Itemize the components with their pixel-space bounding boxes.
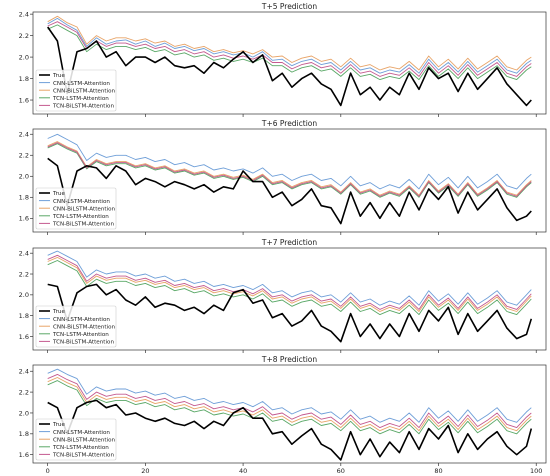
legend-box bbox=[35, 69, 117, 112]
legend-label: TCN-LSTM-Attention bbox=[52, 214, 109, 220]
legend-label: TCN-LSTM-Attention bbox=[52, 96, 109, 102]
axes-frame bbox=[32, 11, 547, 115]
y-tick-label: 2.0 bbox=[19, 409, 29, 417]
y-tick-label: 1.6 bbox=[19, 451, 29, 459]
series-line-cnn-lstm-attention bbox=[47, 17, 532, 74]
panel-title: T+7 Prediction bbox=[261, 238, 318, 247]
series-line-tcn-bilstm-attention bbox=[47, 21, 532, 77]
series-line-true bbox=[47, 26, 532, 107]
x-tick-label: 0 bbox=[46, 467, 50, 475]
axes-frame bbox=[32, 364, 547, 464]
y-tick-label: 1.8 bbox=[19, 194, 29, 202]
y-tick-label: 2.2 bbox=[19, 270, 29, 278]
y-tick-label: 1.6 bbox=[19, 333, 29, 341]
y-tick-label: 2.4 bbox=[19, 131, 29, 139]
y-tick-label: 1.6 bbox=[19, 215, 29, 223]
legend-label: TCN-LSTM-Attention bbox=[52, 332, 109, 338]
series-line-tcn-lstm-attention bbox=[47, 143, 532, 198]
series-line-tcn-bilstm-attention bbox=[47, 254, 532, 310]
x-tick-label: 20 bbox=[141, 467, 149, 475]
series-line-true bbox=[47, 399, 533, 461]
legend-box bbox=[35, 187, 117, 230]
y-tick-label: 2.4 bbox=[19, 10, 29, 18]
series-line-true bbox=[47, 157, 532, 225]
y-tick-label: 2.4 bbox=[19, 250, 29, 258]
panel-title: T+6 Prediction bbox=[261, 119, 318, 128]
series-line-tcn-bilstm-attention bbox=[47, 373, 532, 429]
panel-t7: T+7 Prediction 1.6 1.8 2.0 2.2 2.4 True CNN-LS… bbox=[19, 238, 547, 353]
series-line-cnn-lstm-attention bbox=[47, 250, 532, 306]
legend-label: TCN-BiLSTM-Attention bbox=[52, 222, 114, 228]
legend-label: CNN-LSTM-Attention bbox=[53, 81, 110, 87]
panel-t6: T+6 Prediction 1.6 1.8 2.0 2.2 2.4 True CNN-LS… bbox=[19, 119, 547, 235]
y-tick-label: 2.0 bbox=[19, 53, 29, 61]
series-line-cnn-bilstm-attention bbox=[47, 15, 532, 71]
series-line-cnn-bilstm-attention bbox=[47, 141, 532, 196]
x-tick-label: 60 bbox=[337, 467, 345, 475]
series-line-tcn-lstm-attention bbox=[47, 380, 532, 435]
legend-label: TCN-LSTM-Attention bbox=[52, 445, 109, 451]
legend-label: True bbox=[52, 309, 65, 315]
series-line-tcn-bilstm-attention bbox=[47, 142, 532, 197]
x-tick-label: 80 bbox=[434, 467, 442, 475]
panel-title: T+8 Prediction bbox=[261, 355, 318, 364]
legend-label: CNN-BiLSTM-Attention bbox=[53, 88, 116, 94]
series-line-cnn-lstm-attention bbox=[47, 368, 532, 423]
legend-box bbox=[35, 305, 117, 348]
legend-label: CNN-LSTM-Attention bbox=[53, 317, 110, 323]
legend-label: CNN-BiLSTM-Attention bbox=[53, 437, 116, 443]
x-tick-label: 40 bbox=[239, 467, 247, 475]
series-line-tcn-lstm-attention bbox=[47, 24, 532, 81]
series-line-true bbox=[47, 283, 533, 343]
panel-t5: T+5 Prediction 1.6 1.8 2.0 2.2 2.4 True CNN-LS… bbox=[19, 2, 547, 117]
legend-label: TCN-BiLSTM-Attention bbox=[52, 104, 114, 110]
legend-label: TCN-BiLSTM-Attention bbox=[52, 340, 114, 346]
series-line-cnn-bilstm-attention bbox=[47, 256, 532, 312]
series-line-tcn-lstm-attention bbox=[47, 260, 532, 316]
panel-t8: T+8 Prediction 1.6 1.8 2.0 2.2 2.4 0 20 40 60 80 1… bbox=[19, 355, 547, 475]
y-tick-label: 1.8 bbox=[19, 312, 29, 320]
legend-label: CNN-LSTM-Attention bbox=[53, 199, 110, 205]
y-tick-label: 2.0 bbox=[19, 173, 29, 181]
y-tick-label: 2.0 bbox=[19, 291, 29, 299]
axes-frame bbox=[32, 247, 547, 351]
legend-label: True bbox=[52, 422, 65, 428]
legend-label: CNN-BiLSTM-Attention bbox=[53, 206, 116, 212]
series-line-cnn-bilstm-attention bbox=[47, 377, 532, 432]
panel-title: T+5 Prediction bbox=[261, 2, 318, 11]
axes-frame bbox=[32, 128, 547, 233]
y-tick-label: 2.4 bbox=[19, 368, 29, 376]
series-line-cnn-lstm-attention bbox=[47, 133, 532, 190]
y-tick-label: 2.2 bbox=[19, 32, 29, 40]
y-tick-label: 2.2 bbox=[19, 152, 29, 160]
legend-box bbox=[35, 418, 117, 461]
y-tick-label: 2.2 bbox=[19, 388, 29, 396]
legend-label: CNN-BiLSTM-Attention bbox=[53, 324, 116, 330]
legend-label: CNN-LSTM-Attention bbox=[53, 430, 110, 436]
x-tick-label: 100 bbox=[530, 467, 542, 475]
y-tick-label: 1.8 bbox=[19, 430, 29, 438]
legend-label: True bbox=[52, 191, 65, 197]
legend-label: True bbox=[52, 73, 65, 79]
y-tick-label: 1.8 bbox=[19, 75, 29, 83]
legend-label: TCN-BiLSTM-Attention bbox=[52, 453, 114, 459]
y-tick-label: 1.6 bbox=[19, 96, 29, 104]
